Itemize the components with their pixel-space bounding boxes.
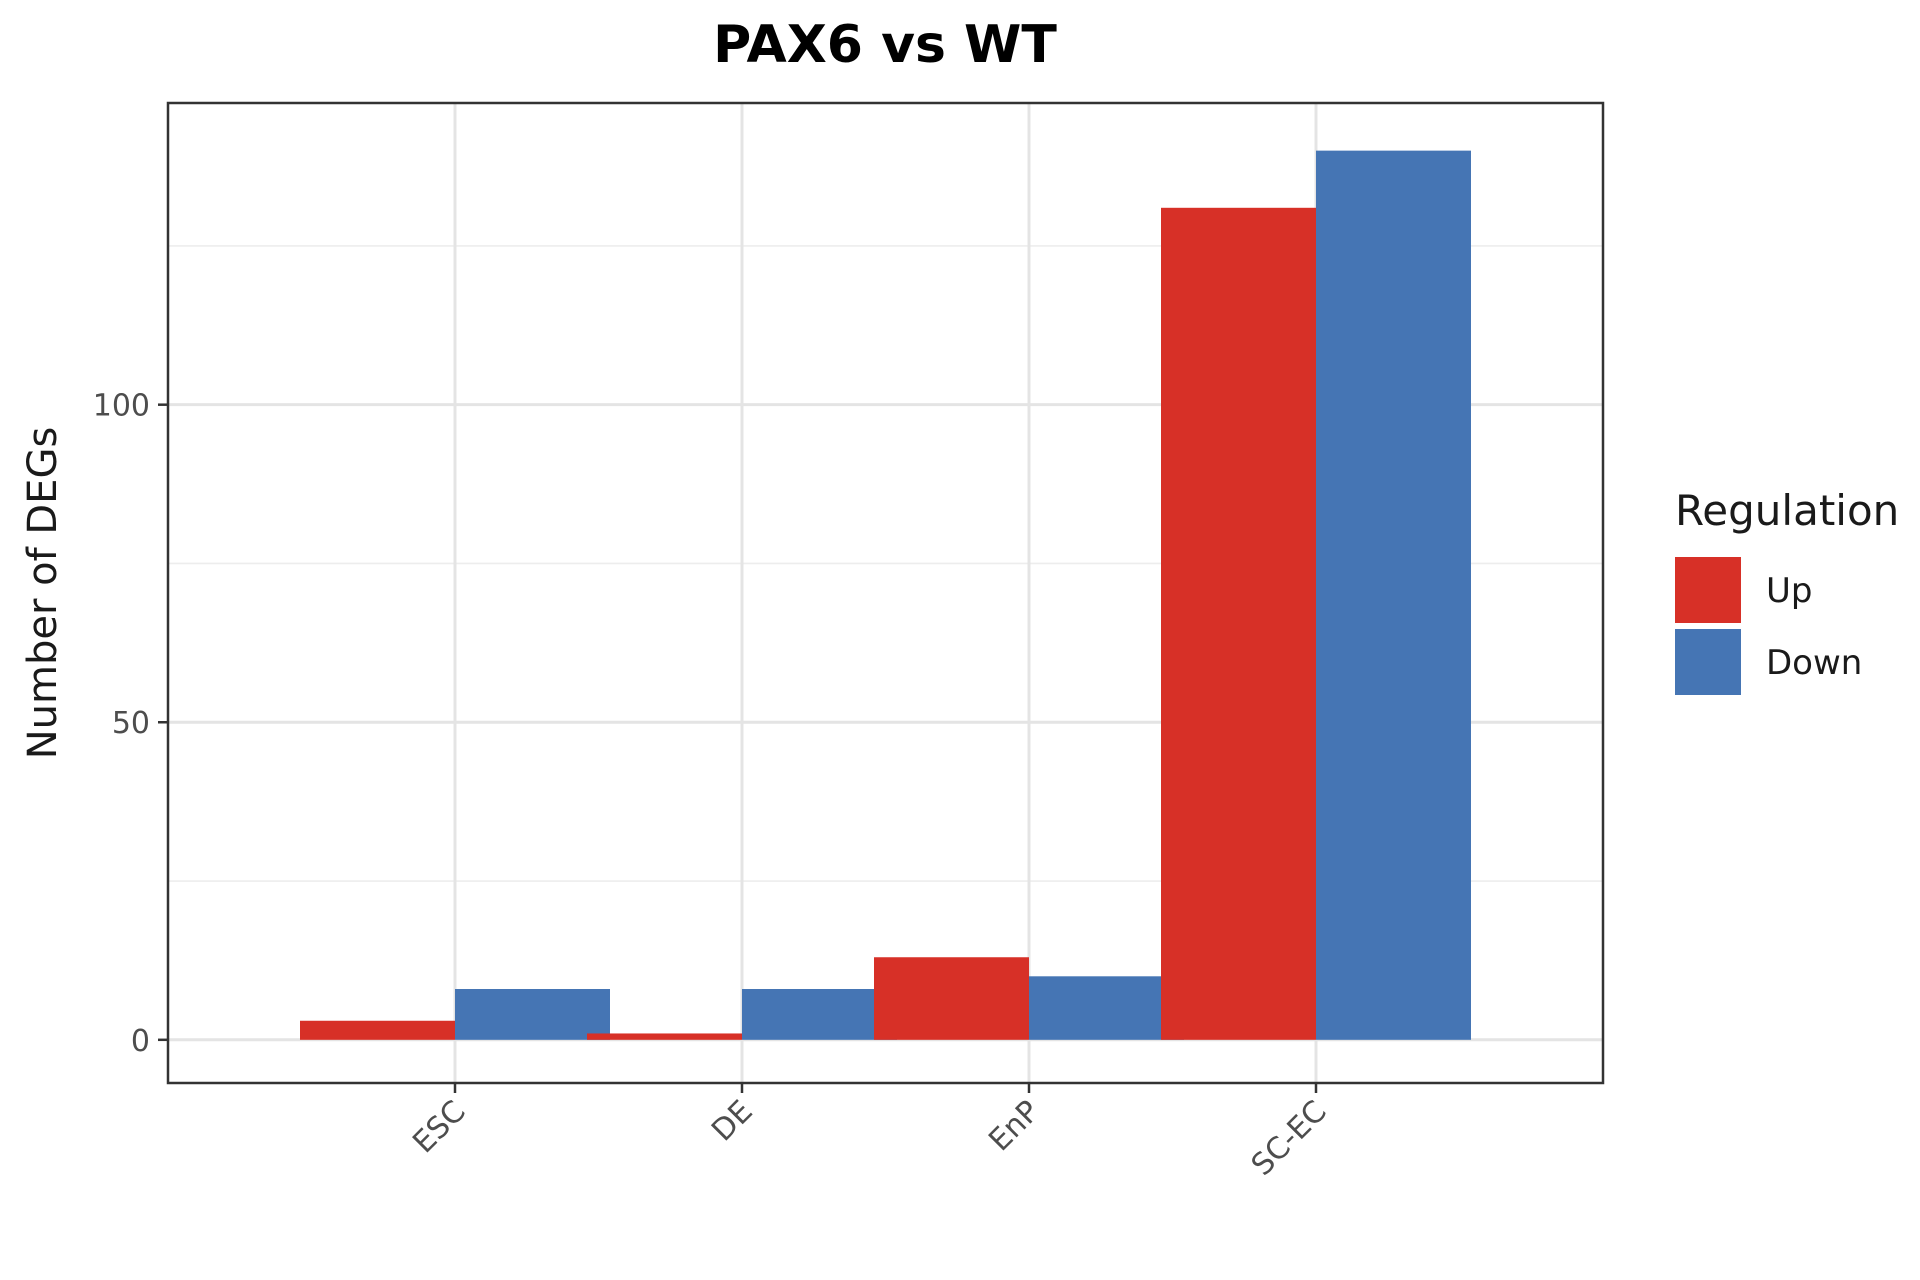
x-tick-label-esc: ESC (406, 1094, 472, 1160)
chart-title: PAX6 vs WT (713, 15, 1057, 75)
legend: Regulation Up Down (1675, 486, 1899, 695)
bar-down-enp (1029, 976, 1184, 1040)
bar-down-esc (455, 989, 610, 1040)
legend-items: Up Down (1675, 557, 1862, 695)
legend-label-down: Down (1766, 643, 1862, 683)
legend-key-down (1675, 629, 1741, 695)
x-tick-label-sc-ec: SC-EC (1245, 1094, 1334, 1183)
legend-title: Regulation (1675, 486, 1899, 535)
y-tick-label: 100 (93, 389, 150, 424)
legend-key-up (1675, 557, 1741, 623)
y-tick-label: 50 (112, 706, 150, 741)
y-tick-label: 0 (131, 1024, 150, 1059)
legend-label-up: Up (1766, 571, 1812, 611)
bar-up-de (587, 1033, 742, 1040)
bars-layer (300, 150, 1471, 1040)
x-tick-label-enp: EnP (982, 1094, 1046, 1158)
x-axis: ESC DE EnP SC-EC (406, 1083, 1334, 1183)
bar-down-de (742, 989, 897, 1040)
y-axis: 0 50 100 (93, 389, 168, 1059)
bar-down-sc-ec (1316, 150, 1471, 1040)
plot-panel-border (166, 101, 1605, 1085)
y-axis-title: Number of DEGs (20, 427, 66, 760)
x-tick-label-de: DE (705, 1094, 759, 1148)
bar-up-sc-ec (1161, 207, 1316, 1040)
bar-up-enp (874, 957, 1029, 1040)
bar-up-esc (300, 1020, 455, 1040)
